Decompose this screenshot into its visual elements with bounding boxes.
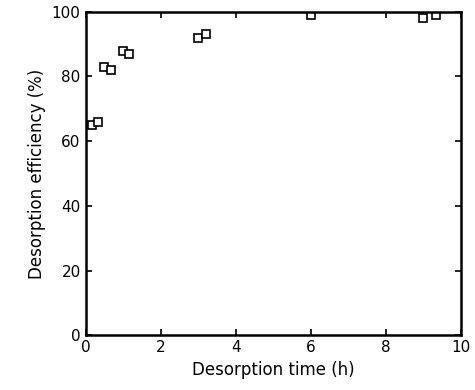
- Y-axis label: Desorption efficiency (%): Desorption efficiency (%): [28, 68, 46, 279]
- X-axis label: Desorption time (h): Desorption time (h): [192, 361, 354, 379]
